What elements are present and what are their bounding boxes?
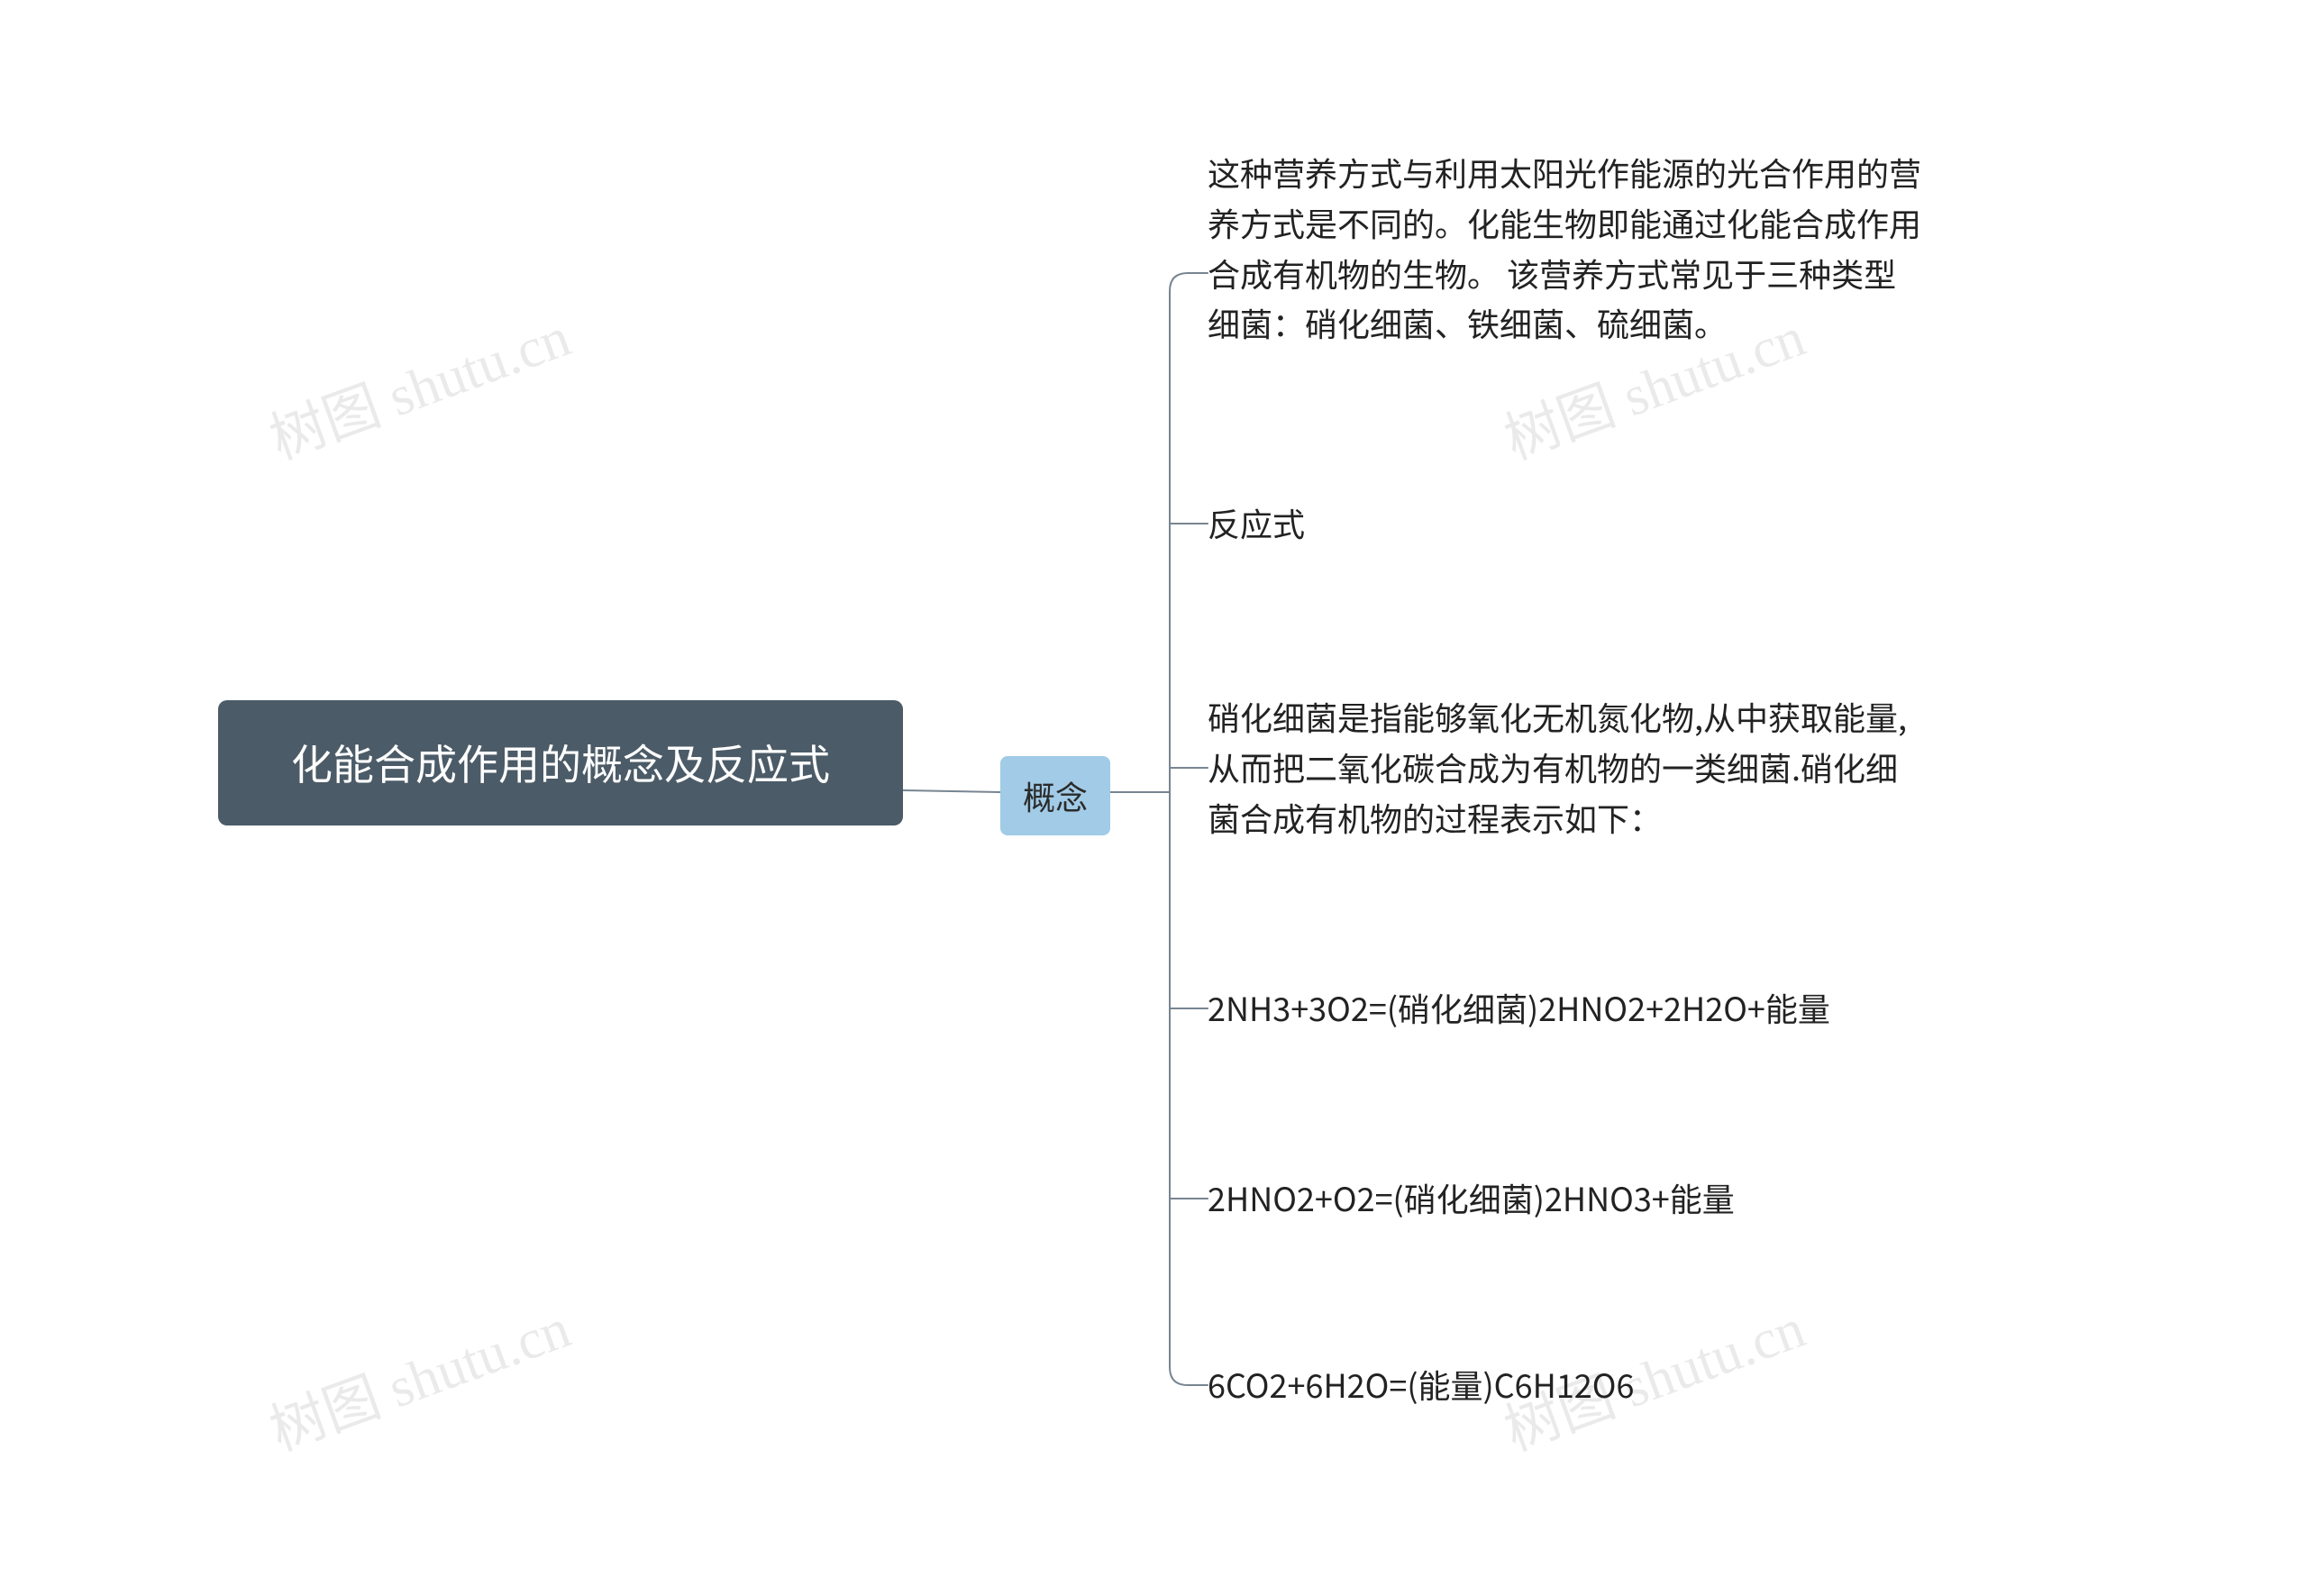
leaf-node-reaction-header[interactable]: 反应式	[1208, 498, 1305, 549]
concept-node[interactable]: 概念	[1000, 756, 1110, 835]
leaf-node-equation-1[interactable]: 2NH3+3O2=(硝化细菌)2HNO2+2H2O+能量	[1208, 983, 1830, 1034]
leaf-node-equation-3[interactable]: 6CO2+6H2O=(能量)C6H12O6	[1208, 1360, 1634, 1410]
leaf-text: 反应式	[1208, 499, 1305, 546]
root-node-text: 化能合成作用的概念及反应式	[291, 733, 830, 792]
leaf-text: 2NH3+3O2=(硝化细菌)2HNO2+2H2O+能量	[1208, 984, 1830, 1031]
leaf-text: 这种营养方式与利用太阳光作能源的光合作用的营养方式是不同的。化能生物即能通过化能…	[1208, 149, 1921, 346]
leaf-text: 6CO2+6H2O=(能量)C6H12O6	[1208, 1361, 1634, 1408]
concept-node-text: 概念	[1023, 772, 1088, 819]
leaf-node-equation-2[interactable]: 2HNO2+O2=(硝化细菌)2HNO3+能量	[1208, 1173, 1735, 1224]
leaf-node-description[interactable]: 这种营养方式与利用太阳光作能源的光合作用的营养方式是不同的。化能生物即能通过化能…	[1208, 148, 1929, 349]
leaf-text: 硝化细菌是指能够氧化无机氮化物,从中获取能量,从而把二氧化碳合成为有机物的一类细…	[1208, 693, 1907, 841]
mindmap-canvas: 化能合成作用的概念及反应式 概念 这种营养方式与利用太阳光作能源的光合作用的营养…	[0, 0, 2307, 1596]
watermark: 树图 shutu.cn	[257, 1282, 579, 1466]
leaf-text: 2HNO2+O2=(硝化细菌)2HNO3+能量	[1208, 1174, 1735, 1221]
root-node[interactable]: 化能合成作用的概念及反应式	[218, 700, 903, 825]
watermark: 树图 shutu.cn	[257, 291, 579, 475]
leaf-node-nitrifying-desc[interactable]: 硝化细菌是指能够氧化无机氮化物,从中获取能量,从而把二氧化碳合成为有机物的一类细…	[1208, 692, 1929, 843]
